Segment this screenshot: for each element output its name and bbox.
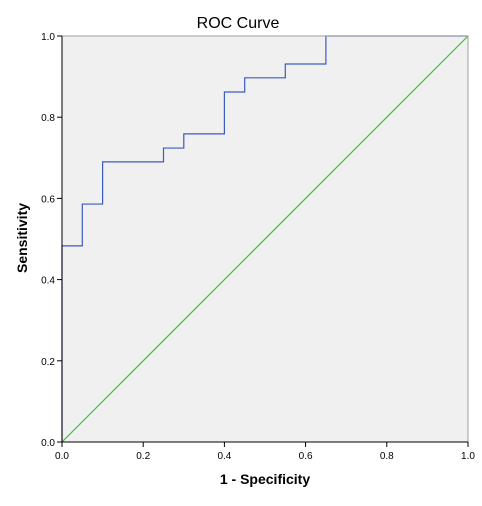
y-tick-label: 1.0: [41, 32, 55, 43]
y-tick-label: 0.6: [41, 194, 55, 205]
x-tick-label: 0.4: [217, 451, 231, 462]
series-layer: [61, 35, 469, 443]
roc-step-line: [61, 35, 468, 442]
x-tick-label: 0.8: [380, 451, 394, 462]
y-tick-label: 0.4: [41, 276, 55, 287]
x-tick-label: 0.6: [299, 451, 313, 462]
y-tick-label: 0.8: [41, 113, 55, 124]
y-tick-label: 0.2: [41, 357, 55, 368]
x-tick-label: 0.2: [136, 451, 150, 462]
x-ticks: 0.0 0.2 0.4 0.6 0.8 1.0: [55, 442, 475, 462]
x-axis-label: 1 - Specificity: [220, 471, 310, 487]
y-tick-label: 0.0: [41, 438, 55, 449]
y-ticks: 0.0 0.2 0.4 0.6 0.8 1.0: [41, 32, 62, 449]
chart-title: ROC Curve: [197, 15, 280, 32]
x-tick-label: 1.0: [461, 451, 475, 462]
reference-diagonal-line: [61, 35, 469, 443]
x-tick-label: 0.0: [55, 451, 69, 462]
y-axis-label: Sensitivity: [14, 203, 30, 273]
